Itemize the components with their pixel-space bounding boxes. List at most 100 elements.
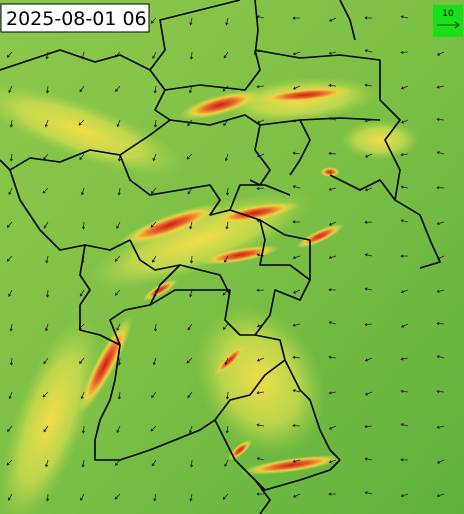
wind-arrow (400, 153, 409, 157)
wind-arrow (224, 459, 229, 467)
wind-arrow (187, 391, 193, 399)
wind-arrow (187, 187, 193, 195)
wind-arrow (364, 457, 373, 461)
wind-arrow (189, 17, 193, 26)
wind-arrow (45, 255, 49, 264)
wind-arrow (186, 357, 193, 364)
wind-arrow (292, 389, 301, 393)
streak (340, 120, 420, 160)
wind-arrow (189, 51, 194, 60)
wind-arrow (256, 288, 265, 292)
borders (0, 0, 441, 514)
wind-arrow (256, 423, 265, 427)
wind-arrow (256, 492, 265, 496)
wind-arrow (117, 357, 121, 366)
wind-arrow (400, 458, 409, 462)
wind-arrow (150, 221, 157, 228)
wind-arrow (364, 153, 373, 158)
wind-arrow (225, 221, 229, 230)
wind-arrow (292, 51, 301, 56)
wind-arrow (80, 493, 85, 501)
wind-arrow (116, 323, 121, 332)
wind-arrow (364, 491, 373, 495)
streak (296, 223, 344, 249)
wind-arrow (223, 51, 229, 59)
wind-arrow (45, 459, 49, 468)
wind-arrow (364, 16, 373, 20)
wind-arrow (436, 186, 445, 190)
wind-arrow (328, 425, 337, 430)
wind-arrow (116, 119, 121, 128)
wind-arrow (225, 17, 229, 26)
wind-arrow (292, 355, 301, 360)
wind-arrow (151, 459, 157, 467)
wind-arrow (364, 253, 373, 257)
streak (255, 86, 355, 104)
wind-arrow (153, 85, 157, 94)
wind-arrow (256, 391, 265, 395)
wind-arrow (292, 289, 301, 294)
wind-arrow (256, 253, 265, 257)
wind-arrow (292, 493, 301, 498)
legend-label: 10 (442, 9, 454, 19)
wind-arrow (9, 357, 14, 366)
wind-arrow (187, 323, 193, 331)
streak (0, 84, 184, 176)
wind-arrow (189, 255, 194, 264)
wind-arrow (400, 119, 409, 124)
wind-arrow (364, 322, 373, 327)
wind-arrow (8, 187, 13, 196)
wind-arrow (328, 391, 337, 395)
wind-arrow (364, 187, 373, 192)
wind-streaks (0, 77, 420, 514)
wind-arrow (8, 493, 13, 501)
wind-arrow (364, 391, 373, 396)
wind-arrow (223, 119, 229, 127)
wind-arrow (364, 220, 373, 224)
wind-arrow (328, 17, 337, 22)
wind-arrow (117, 391, 121, 400)
border (9, 154, 311, 296)
wind-arrow (42, 391, 49, 398)
wind-arrow (400, 357, 409, 361)
wind-arrow (189, 493, 193, 502)
wind-arrow (328, 492, 337, 496)
wind-arrow (328, 221, 337, 226)
wind-arrow (42, 187, 49, 194)
wind-arrow (150, 187, 157, 194)
wind-arrow (436, 289, 445, 293)
wind-arrow (292, 151, 301, 155)
streak (240, 454, 344, 476)
wind-arrow (81, 459, 85, 468)
wind-arrow (292, 220, 301, 224)
wind-arrow (8, 289, 13, 297)
wind-arrow (400, 323, 409, 328)
wind-arrow (81, 425, 86, 434)
wind-arrow (224, 357, 229, 366)
wind-arrow (436, 151, 445, 155)
border (0, 49, 171, 171)
wind-arrow (152, 153, 157, 162)
wind-arrow (117, 187, 121, 196)
wind-arrow (436, 117, 445, 121)
streak (200, 245, 280, 265)
streak (214, 344, 246, 376)
wind-arrow (45, 289, 50, 298)
wind-arrow (400, 289, 409, 294)
wind-arrow (225, 187, 230, 196)
wind-arrow (292, 459, 301, 463)
wind-arrow (364, 49, 373, 53)
wind-arrow (8, 391, 13, 400)
wind-arrow (43, 357, 49, 365)
wind-arrow (189, 289, 193, 298)
wind-arrow (328, 459, 337, 464)
wind-arrow (328, 321, 337, 325)
streak (118, 203, 222, 247)
wind-arrow (116, 425, 121, 434)
wind-arrow (114, 459, 121, 466)
wind-arrow (45, 493, 50, 502)
wind-arrow (79, 85, 85, 93)
wind-arrow (43, 425, 49, 433)
wind-arrow (256, 84, 265, 89)
streak (179, 90, 261, 120)
